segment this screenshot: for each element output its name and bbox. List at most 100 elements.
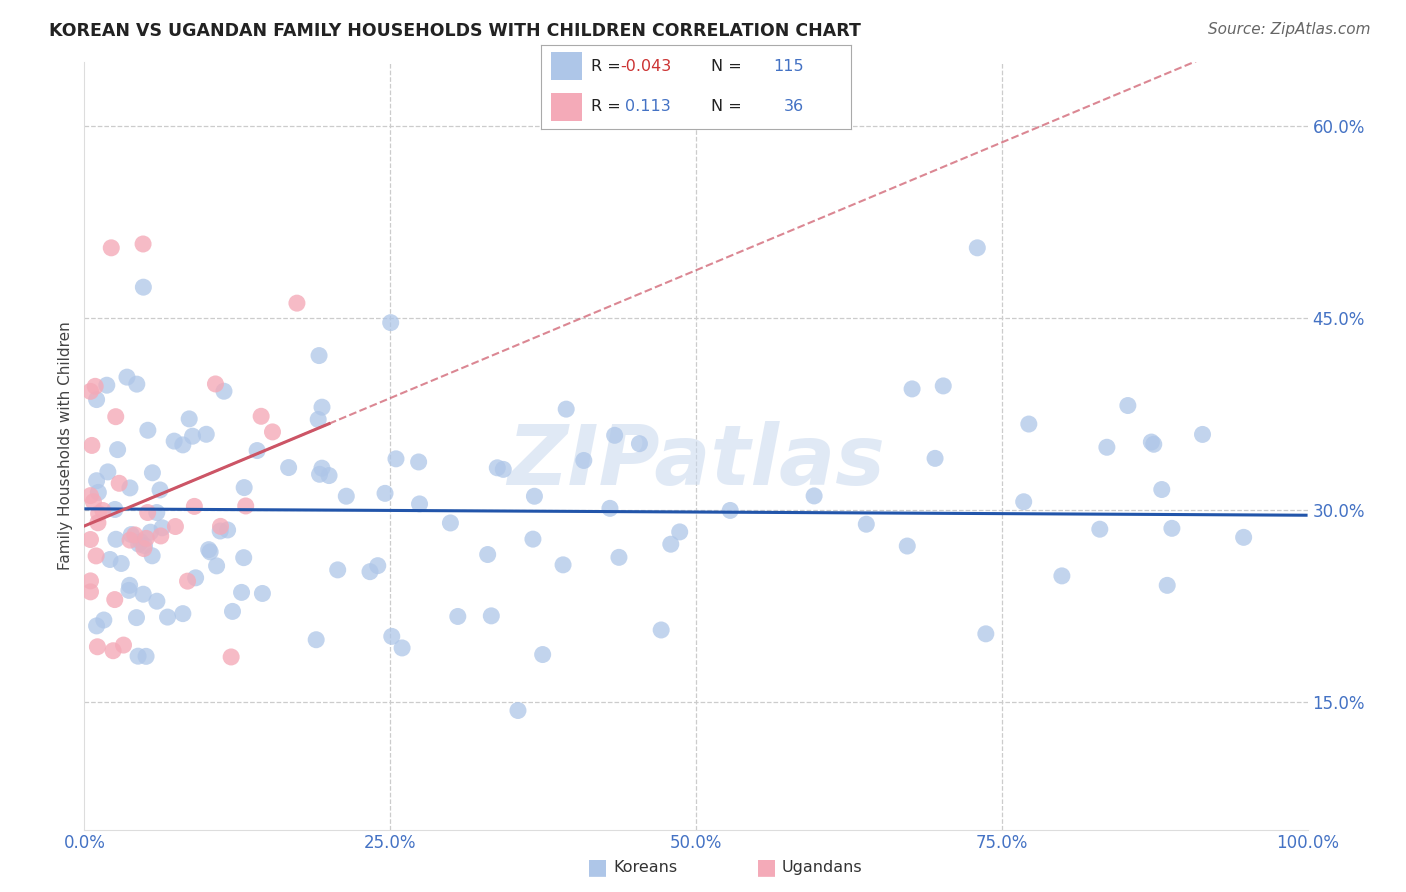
Point	[718, 503, 741, 517]
Point	[183, 500, 205, 514]
Point	[127, 649, 149, 664]
Point	[96, 378, 118, 392]
Point	[408, 497, 430, 511]
Point	[118, 481, 141, 495]
Point	[149, 529, 172, 543]
Point	[235, 499, 257, 513]
Point	[932, 379, 955, 393]
Text: R =: R =	[591, 59, 620, 74]
Point	[82, 494, 104, 508]
Point	[1150, 483, 1173, 497]
Point	[184, 571, 207, 585]
Point	[156, 610, 179, 624]
Point	[1143, 437, 1166, 451]
Point	[87, 485, 110, 500]
Point	[486, 460, 509, 475]
Point	[163, 434, 186, 449]
Point	[924, 451, 946, 466]
Point	[217, 523, 239, 537]
Point	[896, 539, 918, 553]
Point	[252, 586, 274, 600]
Point	[277, 460, 299, 475]
Point	[308, 349, 330, 363]
Point	[231, 585, 253, 599]
Point	[380, 316, 402, 330]
Point	[1233, 530, 1256, 544]
Point	[135, 649, 157, 664]
Point	[125, 377, 148, 392]
Point	[91, 503, 114, 517]
Bar	[551, 53, 582, 80]
Point	[93, 613, 115, 627]
Point	[607, 550, 630, 565]
Point	[125, 610, 148, 624]
Point	[477, 548, 499, 562]
Point	[141, 466, 163, 480]
Point	[86, 474, 108, 488]
Point	[104, 409, 127, 424]
Point	[381, 629, 404, 643]
Text: Source: ZipAtlas.com: Source: ZipAtlas.com	[1208, 22, 1371, 37]
Point	[135, 532, 157, 546]
Point	[128, 537, 150, 551]
Point	[1140, 435, 1163, 450]
Point	[132, 587, 155, 601]
Point	[318, 468, 340, 483]
Text: R =: R =	[591, 99, 620, 114]
Point	[181, 429, 204, 443]
Point	[79, 533, 101, 547]
Y-axis label: Family Households with Children: Family Households with Children	[58, 322, 73, 570]
Point	[599, 501, 621, 516]
Text: Koreans: Koreans	[613, 860, 678, 874]
Point	[311, 461, 333, 475]
Point	[523, 489, 546, 503]
Point	[1088, 522, 1111, 536]
Point	[232, 550, 254, 565]
Point	[219, 649, 242, 664]
Point	[104, 533, 127, 547]
Point	[146, 506, 169, 520]
Point	[118, 578, 141, 592]
Text: ■: ■	[588, 857, 607, 877]
Point	[209, 524, 232, 538]
Point	[100, 241, 122, 255]
Point	[1050, 569, 1073, 583]
Point	[374, 486, 396, 500]
Point	[195, 427, 218, 442]
Text: 115: 115	[773, 59, 804, 74]
Point	[104, 592, 127, 607]
Point	[118, 583, 141, 598]
Point	[107, 442, 129, 457]
Point	[1160, 521, 1182, 535]
Point	[209, 519, 232, 533]
Text: ZIPatlas: ZIPatlas	[508, 421, 884, 502]
Point	[901, 382, 924, 396]
Point	[79, 585, 101, 599]
Point	[129, 534, 152, 549]
Point	[246, 443, 269, 458]
Point	[359, 565, 381, 579]
Point	[86, 392, 108, 407]
Point	[335, 489, 357, 503]
Point	[1116, 399, 1139, 413]
Point	[572, 453, 595, 467]
Point	[391, 640, 413, 655]
Point	[86, 619, 108, 633]
Point	[974, 627, 997, 641]
Point	[176, 574, 198, 589]
Point	[966, 241, 988, 255]
Point	[285, 296, 308, 310]
Point	[555, 402, 578, 417]
Point	[668, 524, 690, 539]
Point	[855, 517, 877, 532]
Point	[86, 640, 108, 654]
Point	[326, 563, 349, 577]
Point	[385, 451, 408, 466]
Point	[101, 644, 124, 658]
Point	[307, 412, 329, 426]
Point	[367, 558, 389, 573]
Point	[439, 516, 461, 530]
Point	[803, 489, 825, 503]
Text: Ugandans: Ugandans	[782, 860, 862, 874]
Point	[179, 412, 201, 426]
